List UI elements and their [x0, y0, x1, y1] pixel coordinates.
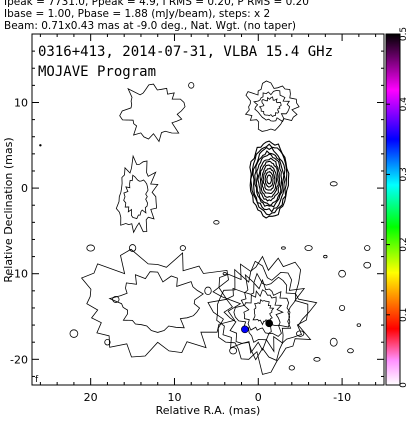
contour-level — [108, 271, 204, 333]
contour-level — [257, 157, 281, 202]
contour-northwest-blob — [119, 83, 186, 143]
noise-contour — [304, 245, 313, 251]
contour-northeast-blob — [244, 80, 300, 132]
noise-contour — [229, 347, 238, 355]
contour-level — [255, 153, 283, 206]
y-tick-label: 10 — [14, 96, 28, 109]
contour-layer — [80, 80, 318, 375]
noise-contour — [338, 269, 346, 278]
contour-level — [244, 80, 300, 132]
plot-title: 0316+413, 2014-07-31, VLBA 15.4 GHz — [38, 44, 333, 60]
contour-west-middle-blob — [115, 154, 159, 234]
noise-dot — [39, 144, 42, 147]
noise-contour — [86, 244, 95, 252]
contour-core — [249, 140, 290, 219]
contour-level — [252, 298, 275, 326]
noise-contour — [329, 337, 338, 347]
plot-subtitle: MOJAVE Program — [38, 64, 156, 80]
x-tick-label: 10 — [167, 391, 181, 404]
x-tick-label: 20 — [84, 391, 98, 404]
noise-contour — [296, 330, 305, 337]
contour-level — [119, 83, 186, 143]
contour-level — [262, 167, 276, 191]
contour-level — [243, 289, 284, 334]
noise-contour — [313, 357, 321, 362]
noise-contour — [347, 348, 354, 354]
noise-contour — [364, 245, 371, 251]
noise-contours — [39, 82, 372, 371]
contour-level — [252, 146, 286, 213]
x-tick-label: 0 — [255, 391, 262, 404]
x-tick-label: -10 — [333, 391, 351, 404]
contour-level — [264, 170, 274, 188]
contour-level — [115, 154, 159, 234]
contour-level — [223, 272, 297, 354]
footer-mark: f — [35, 375, 39, 385]
contour-level — [123, 174, 149, 220]
contour-level — [266, 174, 272, 185]
colorbar-tick-label: 0.4 — [399, 97, 409, 112]
contour-level — [254, 150, 285, 208]
noise-contour — [281, 246, 286, 250]
contour-level — [258, 96, 282, 118]
noise-contour — [104, 339, 111, 346]
noise-contour — [288, 365, 295, 371]
y-tick-label: -10 — [10, 268, 28, 281]
noise-contour — [222, 272, 227, 276]
contour-level — [80, 248, 242, 358]
contour-southeast-lobe — [207, 255, 318, 375]
contour-level — [216, 260, 309, 361]
colorbar-tick-label: 0.5 — [399, 27, 409, 41]
contour-level — [259, 160, 279, 198]
noise-contour — [339, 304, 346, 311]
peak-marker — [265, 319, 273, 328]
noise-contour — [179, 245, 186, 251]
colorbar-tick-label: 0.3 — [399, 167, 409, 181]
y-axis-label: Relative Declination (mas) — [2, 137, 15, 282]
noise-contour — [363, 261, 372, 269]
colorbar-tick-label: 0.2 — [399, 237, 409, 251]
contour-level — [253, 89, 291, 123]
contour-level — [233, 278, 291, 343]
contour-level — [260, 164, 278, 195]
header-line-3: Beam: 0.71x0.43 mas at -9.0 deg., Nat. W… — [4, 20, 297, 32]
noise-contour — [128, 244, 137, 252]
contour-southwest-lobe — [80, 248, 242, 358]
y-tick-label: 0 — [21, 182, 28, 195]
noise-contour — [204, 286, 212, 296]
contour-level — [207, 255, 318, 375]
contour-level — [250, 143, 288, 216]
noise-contour — [213, 220, 220, 225]
axis-ticks: 20 10 0 -10 10 0 -10 -20 0 0.1 0.2 0.3 0.4 0.5 — [10, 27, 409, 404]
peak-marker — [241, 325, 249, 334]
x-axis-label: Relative R.A. (mas) — [156, 404, 261, 417]
colorbar — [385, 33, 401, 386]
noise-contour — [112, 295, 120, 303]
colorbar-tick-label: 0 — [399, 382, 409, 388]
colorbar-tick-label: 0.1 — [399, 308, 409, 322]
noise-contour — [323, 254, 328, 259]
noise-contour — [329, 181, 338, 187]
noise-contour — [188, 82, 195, 89]
header-line-2: Ibase = 1.00, Pbase = 1.88 (mJy/beam), s… — [4, 8, 271, 20]
noise-contour — [69, 329, 79, 338]
header-line-1: Ipeak = 7731.0, Ppeak = 4.9, I RMS = 0.2… — [4, 0, 309, 8]
noise-contour — [356, 323, 362, 327]
y-tick-label: -20 — [10, 353, 28, 366]
